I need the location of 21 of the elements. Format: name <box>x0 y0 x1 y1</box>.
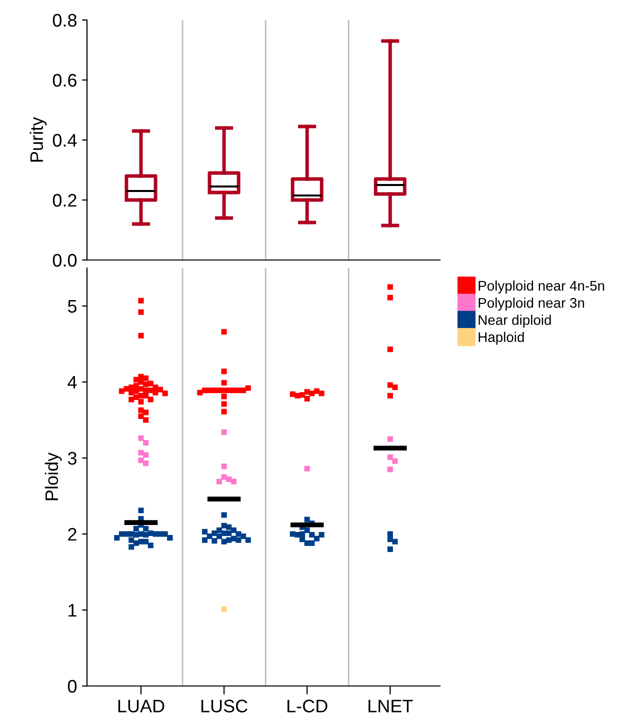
x-tick-label: LUSC <box>201 700 248 712</box>
y-tick-label: 0.4 <box>52 134 77 147</box>
legend-label: Polyploid near 4n-5n <box>478 280 604 294</box>
x-tick-label: LNET <box>368 700 413 712</box>
x-tick-label: LUAD <box>118 700 164 712</box>
y-tick-label: 3 <box>68 452 76 465</box>
y-tick-label: 5 <box>68 300 77 313</box>
y-tick-label: 4 <box>68 376 77 389</box>
y-tick-label: 2 <box>68 528 76 541</box>
y-axis-title: Purity <box>30 116 47 162</box>
legend-label: Polyploid near 3n <box>478 298 584 311</box>
legend-label: Near diploid <box>478 314 551 328</box>
legend-label: Haploid <box>478 332 524 345</box>
y-tick-label: 0.2 <box>52 194 76 207</box>
y-axis-title: Ploidy <box>44 452 62 500</box>
y-tick-label: 0.8 <box>52 14 76 27</box>
x-tick-label: L-CD <box>288 700 328 712</box>
y-tick-label: 1 <box>68 604 76 617</box>
y-tick-label: 0.6 <box>52 74 76 87</box>
y-tick-label: 0.0 <box>52 254 77 267</box>
y-tick-label: 0 <box>68 680 77 693</box>
